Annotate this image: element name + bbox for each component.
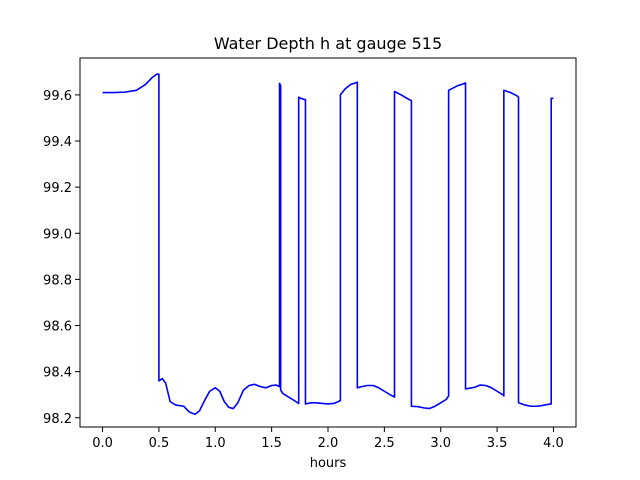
y-tick-label: 99.0 (43, 227, 72, 242)
x-tick-label: 0.5 (149, 436, 170, 451)
y-tick-label: 99.2 (43, 181, 72, 196)
x-tick-label: 2.0 (318, 436, 339, 451)
y-tick-label: 99.4 (43, 135, 72, 150)
y-tick-label: 98.6 (43, 320, 72, 335)
x-tick-label: 4.0 (543, 436, 564, 451)
x-tick-label: 3.5 (487, 436, 508, 451)
x-axis-label: hours (310, 456, 347, 471)
chart-title: Water Depth h at gauge 515 (214, 34, 442, 53)
x-tick-label: 1.0 (205, 436, 226, 451)
x-tick-label: 2.5 (374, 436, 395, 451)
x-tick-label: 1.5 (261, 436, 282, 451)
y-tick-label: 98.8 (43, 273, 72, 288)
y-tick-label: 99.6 (43, 89, 72, 104)
x-axis-ticks: 0.0 0.5 1.0 1.5 2.0 2.5 3.0 3.5 4.0 (92, 427, 564, 451)
y-tick-label: 98.2 (43, 412, 72, 427)
axes-frame (79, 57, 577, 428)
plot-group (102, 73, 554, 416)
series-line-0 (102, 73, 554, 416)
x-tick-label: 0.0 (92, 436, 113, 451)
y-tick-label: 98.4 (43, 366, 72, 381)
x-tick-label: 3.0 (430, 436, 451, 451)
y-axis-ticks: 98.2 98.4 98.6 98.8 99.0 99.2 99.4 99.6 (43, 89, 80, 427)
